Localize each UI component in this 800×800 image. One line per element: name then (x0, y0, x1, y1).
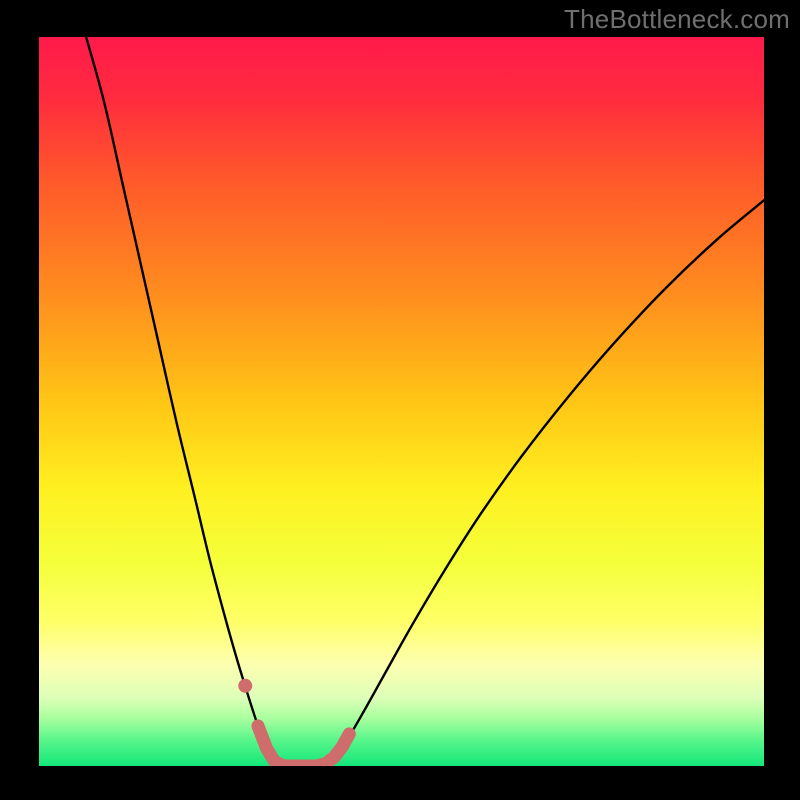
watermark-text: TheBottleneck.com (564, 4, 790, 35)
curve-left-branch (86, 37, 278, 766)
bottom-marker-trace (258, 726, 349, 766)
curve-right-branch (323, 200, 764, 766)
stage: TheBottleneck.com (0, 0, 800, 800)
isolated-marker-dot (238, 679, 252, 693)
chart-curve-layer (39, 37, 764, 766)
bottleneck-chart (39, 37, 764, 766)
